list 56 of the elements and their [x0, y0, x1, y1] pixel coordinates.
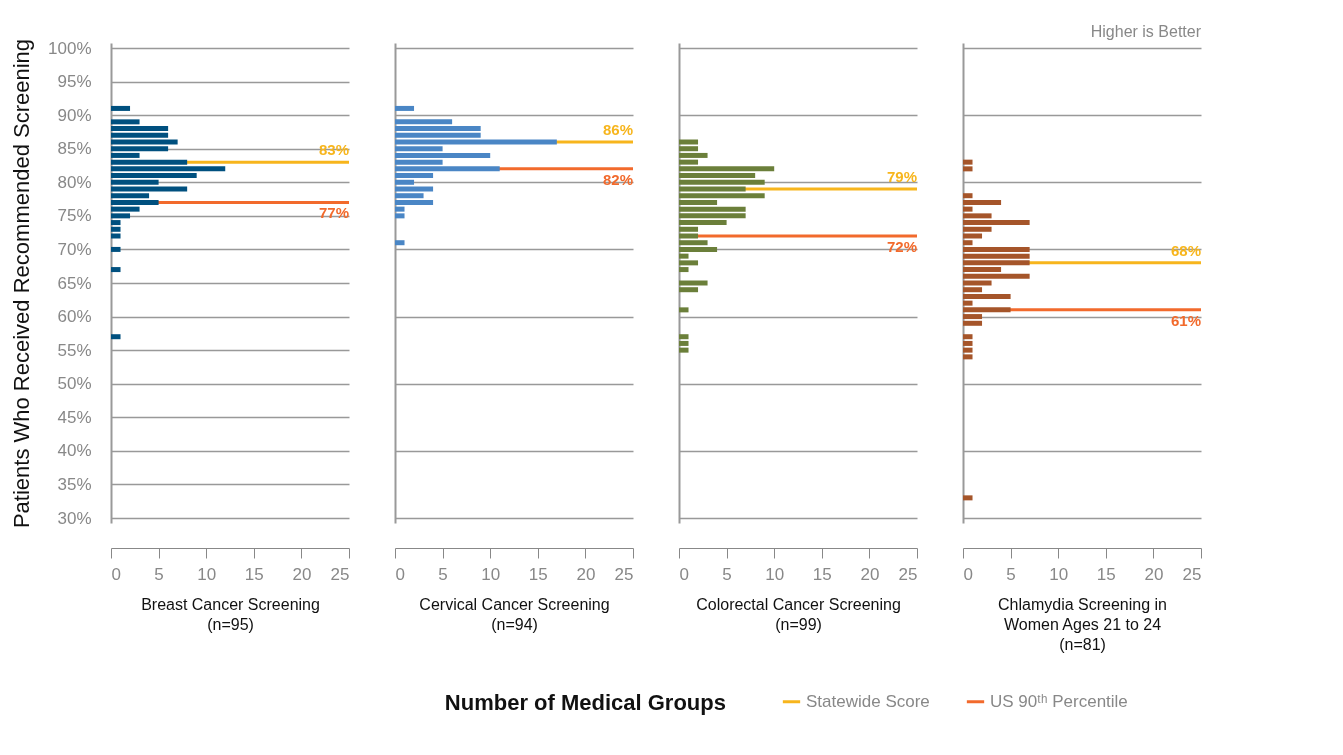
- y-tick-label: 80%: [57, 172, 92, 192]
- y-tick-label: 50%: [57, 374, 92, 394]
- x-tick-label: 10: [765, 564, 785, 584]
- x-tick-label: 0: [963, 564, 973, 584]
- legend-label: US 90ᵗʰ Percentile: [990, 691, 1128, 711]
- x-tick-label: 5: [438, 564, 448, 584]
- annotation: 86%: [602, 121, 633, 138]
- x-tick-label: 15: [812, 564, 832, 584]
- annotation: 83%: [318, 141, 349, 159]
- annotation: 77%: [318, 204, 349, 222]
- x-tick-label: 15: [1096, 564, 1116, 584]
- y-tick-label: 70%: [57, 239, 92, 259]
- x-tick-label: 15: [528, 564, 548, 584]
- x-tick-label: 20: [1144, 564, 1164, 584]
- x-tick-label: 15: [244, 564, 264, 584]
- x-tick-label: 20: [576, 564, 596, 584]
- y-tick-label: 45%: [57, 407, 92, 427]
- x-tick-label: 10: [1049, 564, 1069, 584]
- legend-label: Statewide Score: [806, 691, 930, 711]
- text: Higher is Better: [1090, 23, 1202, 40]
- y-tick-label: 90%: [57, 105, 92, 125]
- text: Breast Cancer Screening (n=95): [141, 595, 320, 633]
- annotation: 72%: [886, 238, 917, 255]
- x-tick-label: 0: [679, 564, 689, 584]
- y-tick-label: 60%: [57, 307, 92, 327]
- y-tick-label: 95%: [57, 72, 92, 92]
- y-tick-label: 40%: [57, 441, 92, 461]
- y-tick-label: 75%: [57, 206, 92, 226]
- y-tick-label: 65%: [57, 273, 92, 293]
- annotation: 82%: [602, 170, 633, 188]
- x-tick-label: 5: [722, 564, 732, 584]
- x-axis-title: Number of Medical Groups: [444, 690, 726, 715]
- text: Colorectal Cancer Screening (n=99): [696, 595, 901, 633]
- x-tick-label: 25: [898, 564, 918, 584]
- y-tick-label: 35%: [57, 474, 92, 494]
- y-axis-title: Patients Who Received Recommended Screening: [9, 38, 35, 529]
- y-tick-label: 55%: [57, 340, 92, 360]
- x-tick-label: 0: [395, 564, 405, 584]
- annotation: 79%: [886, 168, 917, 185]
- x-tick-label: 25: [614, 564, 634, 584]
- x-tick-label: 10: [481, 564, 501, 584]
- x-tick-label: 5: [1006, 564, 1016, 584]
- y-tick-label: 30%: [57, 508, 92, 528]
- x-tick-label: 25: [330, 564, 350, 584]
- y-tick-label: 85%: [57, 139, 92, 159]
- x-tick-label: 10: [197, 564, 217, 584]
- x-tick-label: 20: [860, 564, 880, 584]
- annotation: 68%: [1170, 241, 1201, 259]
- x-tick-label: 0: [111, 564, 121, 584]
- text: Chlamydia Screening in Women Ages 21 to 24 (n=81): [998, 595, 1167, 653]
- x-tick-label: 25: [1182, 564, 1202, 584]
- x-tick-label: 5: [154, 564, 164, 584]
- y-tick-label: 100%: [48, 38, 92, 58]
- text: Cervical Cancer Screening (n=94): [419, 595, 610, 633]
- annotation: 61%: [1170, 311, 1201, 329]
- x-tick-label: 20: [292, 564, 312, 584]
